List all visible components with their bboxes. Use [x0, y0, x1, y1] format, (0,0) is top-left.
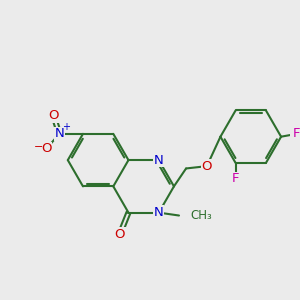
Text: N: N [154, 206, 164, 219]
Text: CH₃: CH₃ [190, 209, 212, 222]
Text: N: N [154, 154, 164, 166]
Text: F: F [232, 172, 239, 185]
Text: N: N [54, 127, 64, 140]
Text: O: O [202, 160, 212, 173]
Text: O: O [115, 228, 125, 241]
Text: F: F [293, 127, 300, 140]
Text: O: O [48, 110, 59, 122]
Text: −: − [34, 142, 43, 152]
Text: +: + [61, 122, 70, 133]
Text: O: O [41, 142, 52, 155]
